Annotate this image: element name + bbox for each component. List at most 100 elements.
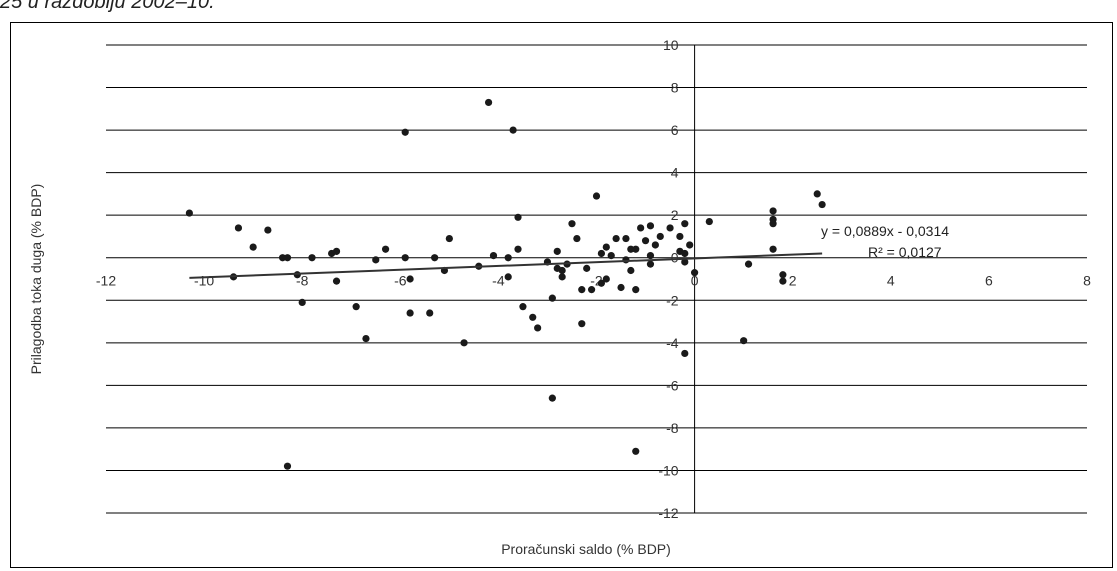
data-point bbox=[332, 247, 341, 255]
data-point bbox=[779, 271, 787, 279]
data-point bbox=[622, 234, 630, 243]
x-tick-label: -4 bbox=[492, 273, 505, 289]
trendline-equation: y = 0,0889x - 0,0314 bbox=[821, 223, 949, 239]
x-tick-label: -10 bbox=[194, 273, 214, 289]
data-point bbox=[612, 234, 620, 243]
data-point bbox=[744, 260, 753, 268]
y-tick-label: -8 bbox=[666, 420, 679, 436]
data-point bbox=[558, 266, 566, 275]
data-point bbox=[406, 275, 414, 283]
data-point bbox=[514, 245, 522, 253]
y-tick-labels: -12 -10 -8 -6 -4 -2 0 2 4 6 8 10 bbox=[658, 37, 678, 521]
data-point bbox=[264, 226, 272, 234]
data-point bbox=[352, 303, 360, 311]
data-point bbox=[592, 192, 601, 200]
y-axis-title: Prilagodba toka duga (% BDP) bbox=[28, 184, 44, 375]
data-point bbox=[632, 447, 640, 455]
data-point bbox=[534, 324, 542, 332]
data-point bbox=[573, 234, 581, 243]
trendline-group bbox=[189, 252, 823, 279]
data-point bbox=[627, 266, 635, 275]
data-point bbox=[308, 254, 316, 262]
data-point bbox=[637, 224, 645, 232]
data-point bbox=[651, 241, 659, 249]
data-point bbox=[602, 275, 610, 283]
data-point bbox=[597, 279, 606, 287]
data-point bbox=[484, 98, 493, 107]
data-point bbox=[504, 254, 512, 262]
data-point bbox=[769, 245, 777, 253]
data-point bbox=[691, 269, 699, 277]
data-point bbox=[489, 252, 498, 260]
chart-frame: -12 -10 -8 -6 -4 -2 0 2 4 6 8 -12 -10 -8 -6 -4 -2 0 2 4 6 8 1… bbox=[10, 22, 1113, 568]
data-point bbox=[504, 273, 512, 281]
data-point bbox=[406, 309, 414, 317]
y-tick-label: -6 bbox=[666, 377, 679, 393]
y-tick-label: 0 bbox=[671, 250, 679, 266]
data-point bbox=[381, 245, 390, 253]
grid-lines bbox=[106, 44, 1087, 514]
data-point bbox=[548, 394, 556, 402]
data-point bbox=[632, 245, 640, 253]
y-tick-label: 2 bbox=[671, 207, 679, 223]
axes bbox=[106, 45, 1087, 513]
data-point bbox=[509, 126, 517, 134]
y-tick-label: -12 bbox=[658, 505, 678, 521]
data-point bbox=[460, 339, 468, 347]
data-point bbox=[298, 298, 306, 306]
data-point bbox=[519, 303, 527, 311]
data-point bbox=[681, 258, 689, 266]
y-tick-label: 4 bbox=[671, 165, 679, 181]
data-point bbox=[681, 220, 689, 228]
data-point bbox=[813, 190, 821, 198]
data-point bbox=[426, 309, 434, 317]
data-point bbox=[283, 462, 292, 470]
data-point bbox=[818, 200, 826, 209]
x-tick-label: 6 bbox=[985, 273, 993, 289]
trendline-r2: R² = 0,0127 bbox=[868, 244, 942, 260]
y-tick-label: 6 bbox=[671, 122, 679, 138]
data-point bbox=[602, 243, 610, 251]
data-point bbox=[597, 249, 606, 258]
data-point bbox=[445, 234, 453, 243]
data-point bbox=[249, 243, 257, 251]
data-point bbox=[632, 286, 640, 294]
data-point bbox=[553, 247, 561, 255]
data-point bbox=[332, 277, 341, 285]
x-tick-label: -12 bbox=[96, 273, 116, 289]
figure-caption: 25 u razdoblju 2002–10. bbox=[0, 0, 215, 13]
data-point bbox=[686, 241, 694, 249]
data-point bbox=[587, 286, 596, 294]
data-point bbox=[617, 283, 625, 292]
x-tick-label: 8 bbox=[1083, 273, 1091, 289]
data-point bbox=[646, 260, 655, 268]
y-tick-label: -2 bbox=[666, 292, 679, 308]
trendline bbox=[189, 252, 823, 279]
data-point bbox=[641, 237, 650, 245]
data-point bbox=[681, 349, 689, 358]
x-tick-label: 4 bbox=[887, 273, 895, 289]
data-point bbox=[681, 249, 689, 258]
data-point bbox=[529, 313, 537, 321]
data-point bbox=[558, 273, 566, 281]
data-point bbox=[769, 220, 777, 228]
data-point bbox=[401, 254, 409, 262]
data-point bbox=[185, 209, 193, 217]
x-axis-title: Proračunski saldo (% BDP) bbox=[501, 541, 671, 557]
data-point bbox=[578, 320, 586, 328]
x-tick-label: 2 bbox=[789, 273, 797, 289]
data-point bbox=[740, 337, 748, 345]
data-point bbox=[607, 252, 615, 260]
data-point bbox=[372, 256, 380, 264]
data-point bbox=[234, 224, 243, 232]
data-point bbox=[622, 256, 630, 264]
data-point bbox=[578, 286, 586, 294]
data-point bbox=[676, 232, 684, 241]
data-point bbox=[514, 213, 522, 221]
y-tick-label: 8 bbox=[671, 80, 679, 96]
y-tick-label: 10 bbox=[663, 37, 679, 53]
data-point bbox=[646, 252, 655, 260]
y-tick-label: -10 bbox=[658, 462, 678, 478]
data-point bbox=[769, 207, 777, 215]
x-tick-label: -6 bbox=[394, 273, 407, 289]
